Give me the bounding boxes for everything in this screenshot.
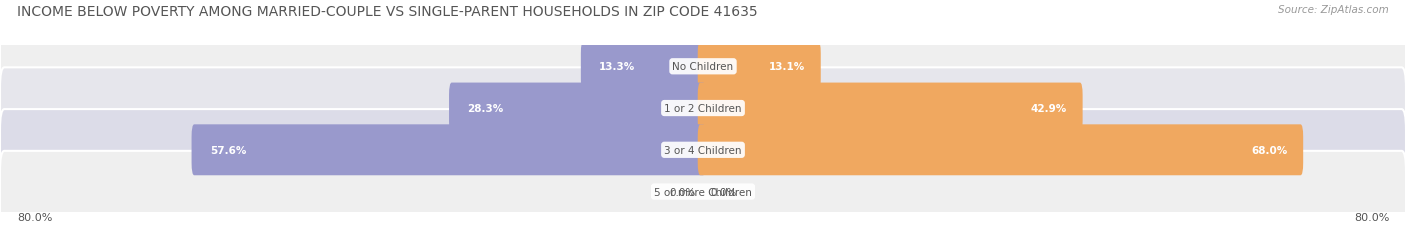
Text: 1 or 2 Children: 1 or 2 Children	[664, 103, 742, 114]
FancyBboxPatch shape	[0, 68, 1406, 149]
FancyBboxPatch shape	[581, 42, 706, 92]
Text: 80.0%: 80.0%	[17, 212, 52, 222]
Text: 5 or more Children: 5 or more Children	[654, 187, 752, 197]
Text: 57.6%: 57.6%	[209, 145, 246, 155]
FancyBboxPatch shape	[697, 83, 1083, 134]
Text: 0.0%: 0.0%	[669, 187, 696, 197]
Text: INCOME BELOW POVERTY AMONG MARRIED-COUPLE VS SINGLE-PARENT HOUSEHOLDS IN ZIP COD: INCOME BELOW POVERTY AMONG MARRIED-COUPL…	[17, 5, 758, 18]
FancyBboxPatch shape	[449, 83, 706, 134]
Text: 42.9%: 42.9%	[1031, 103, 1067, 114]
Text: 68.0%: 68.0%	[1251, 145, 1288, 155]
FancyBboxPatch shape	[0, 109, 1406, 191]
FancyBboxPatch shape	[697, 125, 1303, 176]
FancyBboxPatch shape	[0, 27, 1406, 108]
Text: 0.0%: 0.0%	[710, 187, 737, 197]
Text: No Children: No Children	[672, 62, 734, 72]
Text: 13.3%: 13.3%	[599, 62, 636, 72]
Text: Source: ZipAtlas.com: Source: ZipAtlas.com	[1278, 5, 1389, 15]
Text: 3 or 4 Children: 3 or 4 Children	[664, 145, 742, 155]
Text: 28.3%: 28.3%	[467, 103, 503, 114]
FancyBboxPatch shape	[697, 42, 821, 92]
Text: 80.0%: 80.0%	[1354, 212, 1389, 222]
FancyBboxPatch shape	[191, 125, 706, 176]
Text: 13.1%: 13.1%	[769, 62, 804, 72]
FancyBboxPatch shape	[0, 151, 1406, 231]
